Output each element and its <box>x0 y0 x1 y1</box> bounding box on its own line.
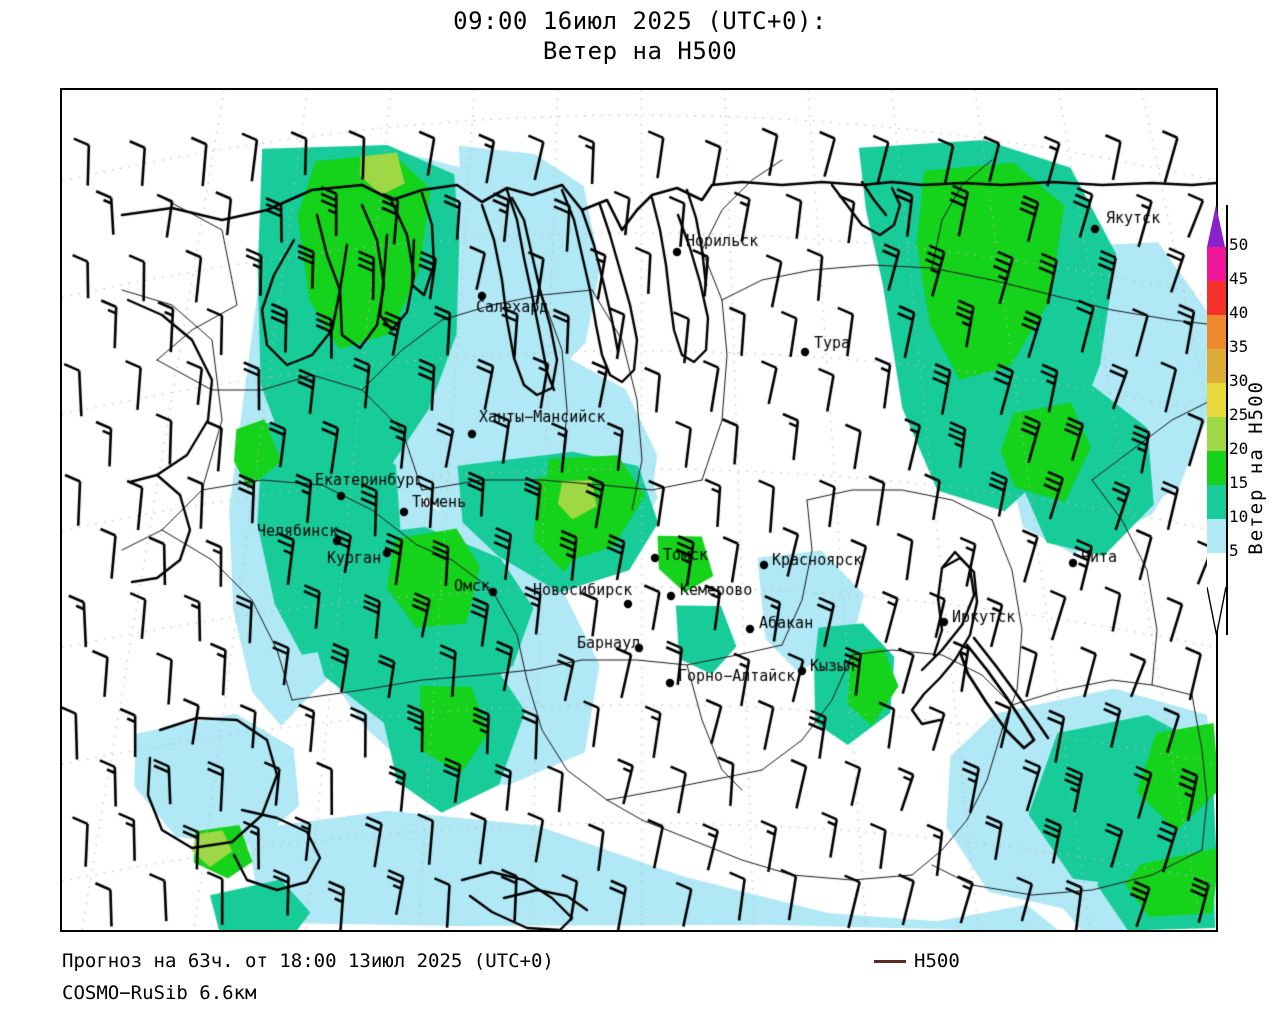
colorbar-seg-below-min <box>1207 587 1225 635</box>
colorbar-seg-5-10 <box>1207 519 1226 553</box>
colorbar-tick-5: 5 <box>1229 541 1239 560</box>
colorbar-tick-20: 20 <box>1229 439 1249 458</box>
colorbar-tick-25: 25 <box>1229 405 1249 424</box>
colorbar-tick-15: 15 <box>1229 473 1249 492</box>
colorbar-seg-45-50 <box>1207 247 1226 281</box>
colorbar-seg-below-5 <box>1207 553 1226 587</box>
colorbar-seg-35-40 <box>1207 315 1226 349</box>
colorbar-axis <box>1226 205 1228 635</box>
colorbar-seg-25-30 <box>1207 383 1226 417</box>
footer-model-text: COSMO−RuSib 6.6км <box>62 982 257 1004</box>
title-parameter: Ветер на H500 <box>542 37 738 65</box>
colorbar-tick-50: 50 <box>1229 235 1249 254</box>
colorbar-tick-10: 10 <box>1229 507 1249 526</box>
colorbar-seg-40-45 <box>1207 281 1226 315</box>
page-title: 09:00 16июл 2025 (UTC+0): Ветер на H500 <box>0 6 1280 66</box>
footer-legend-label: H500 <box>914 950 960 972</box>
colorbar-title: Ветер на H500 <box>1245 380 1267 555</box>
colorbar-seg-above-50 <box>1207 205 1225 247</box>
colorbar-seg-30-35 <box>1207 349 1226 383</box>
colorbar: 50 45 40 35 30 25 20 15 10 5 <box>1200 205 1280 636</box>
colorbar-tick-45: 45 <box>1229 269 1249 288</box>
colorbar-seg-20-25 <box>1207 417 1226 451</box>
map-canvas[interactable] <box>62 90 1216 930</box>
colorbar-gradient <box>1207 205 1226 636</box>
footer-forecast-text: Прогноз на 63ч. от 18:00 13июл 2025 (UTC… <box>62 950 554 972</box>
h500-line-icon <box>874 959 906 963</box>
footer-legend: H500 <box>874 950 960 972</box>
colorbar-seg-10-15 <box>1207 485 1226 519</box>
colorbar-seg-15-20 <box>1207 451 1226 485</box>
colorbar-tick-35: 35 <box>1229 337 1249 356</box>
colorbar-tick-40: 40 <box>1229 303 1249 322</box>
map-frame[interactable] <box>60 88 1218 932</box>
title-datetime: 09:00 16июл 2025 (UTC+0): <box>453 7 827 35</box>
colorbar-tick-30: 30 <box>1229 371 1249 390</box>
